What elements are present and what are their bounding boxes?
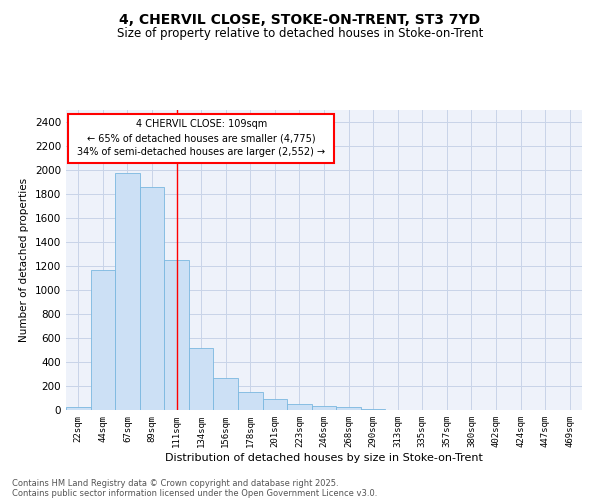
Bar [238, 392, 263, 410]
Bar [214, 378, 238, 410]
Bar [91, 270, 115, 410]
Bar [115, 173, 140, 410]
Bar [312, 406, 336, 410]
Bar [140, 188, 164, 410]
Text: Contains public sector information licensed under the Open Government Licence v3: Contains public sector information licen… [12, 488, 377, 498]
Bar [164, 260, 189, 410]
Text: Size of property relative to detached houses in Stoke-on-Trent: Size of property relative to detached ho… [117, 28, 483, 40]
Bar [287, 404, 312, 410]
Text: 4, CHERVIL CLOSE, STOKE-ON-TRENT, ST3 7YD: 4, CHERVIL CLOSE, STOKE-ON-TRENT, ST3 7Y… [119, 12, 481, 26]
Bar [336, 407, 361, 410]
Bar [263, 399, 287, 410]
Text: 4 CHERVIL CLOSE: 109sqm
← 65% of detached houses are smaller (4,775)
34% of semi: 4 CHERVIL CLOSE: 109sqm ← 65% of detache… [77, 119, 325, 157]
Text: Contains HM Land Registry data © Crown copyright and database right 2025.: Contains HM Land Registry data © Crown c… [12, 478, 338, 488]
FancyBboxPatch shape [68, 114, 334, 163]
Y-axis label: Number of detached properties: Number of detached properties [19, 178, 29, 342]
Bar [66, 407, 91, 410]
Bar [189, 348, 214, 410]
X-axis label: Distribution of detached houses by size in Stoke-on-Trent: Distribution of detached houses by size … [165, 452, 483, 462]
